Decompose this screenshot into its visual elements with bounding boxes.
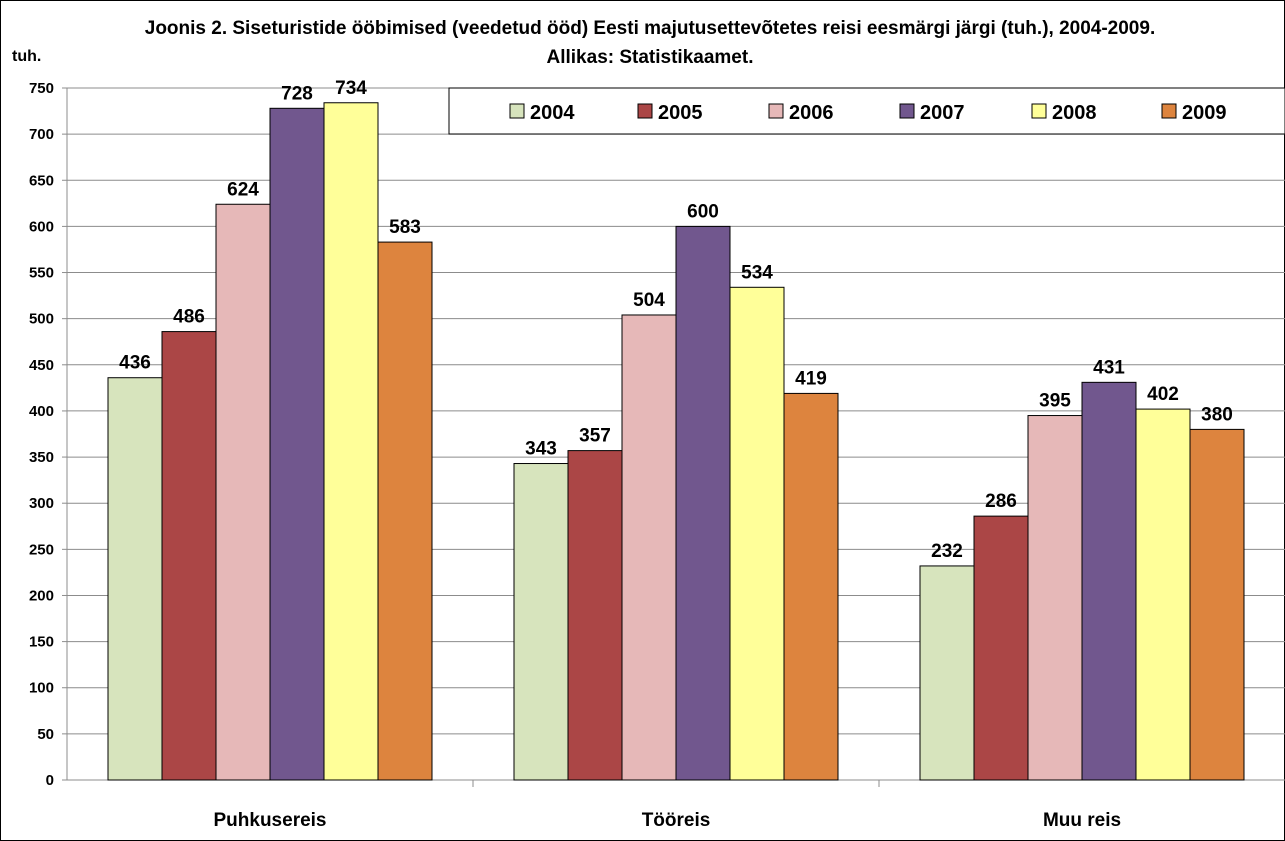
y-tick-label: 0	[46, 772, 54, 789]
y-tick-label: 550	[29, 265, 54, 282]
y-tick-label: 750	[29, 80, 54, 97]
data-label: 734	[335, 78, 367, 99]
data-label: 583	[389, 217, 421, 238]
bar	[1081, 381, 1137, 781]
legend-label: 2009	[1182, 102, 1227, 124]
category-label: Puhkusereis	[214, 810, 327, 831]
data-label: 600	[687, 201, 719, 222]
bar	[215, 203, 271, 781]
data-label: 534	[741, 262, 773, 283]
data-label: 436	[119, 353, 151, 374]
legend-swatch	[1031, 103, 1047, 119]
data-label: 728	[281, 83, 313, 104]
y-tick-label: 500	[29, 311, 54, 328]
data-label: 402	[1147, 384, 1179, 405]
legend-swatch	[899, 103, 915, 119]
bar	[729, 286, 785, 781]
y-tick-label: 650	[29, 172, 54, 189]
bar	[377, 241, 433, 781]
bar	[919, 565, 975, 781]
bar	[1135, 408, 1191, 781]
legend-swatch	[1161, 103, 1177, 119]
bar	[567, 450, 623, 781]
y-tick-label: 300	[29, 495, 54, 512]
legend-swatch	[509, 103, 525, 119]
data-label: 232	[931, 541, 963, 562]
y-tick-label: 400	[29, 403, 54, 420]
data-label: 286	[985, 491, 1017, 512]
y-tick-label: 350	[29, 449, 54, 466]
bar	[621, 314, 677, 781]
y-tick-label: 150	[29, 634, 54, 651]
legend-label: 2006	[789, 102, 834, 124]
bar	[513, 463, 569, 781]
data-label: 624	[227, 179, 259, 200]
data-label: 504	[633, 290, 665, 311]
y-tick-label: 700	[29, 126, 54, 143]
y-tick-label: 250	[29, 541, 54, 558]
bar	[269, 107, 325, 781]
data-labels: 436 486 624 728 734 583 343 357 504 600 534 419 232 2…	[119, 78, 1233, 562]
category-label: Muu reis	[1043, 810, 1121, 831]
legend-box	[448, 87, 1285, 135]
data-label: 395	[1039, 391, 1071, 412]
data-label: 343	[525, 439, 557, 460]
data-label: 357	[579, 426, 611, 447]
bar	[161, 331, 217, 781]
bar	[323, 102, 379, 781]
legend-label: 2008	[1052, 102, 1097, 124]
legend-swatch	[637, 103, 653, 119]
axes: 0 50 100 150 200 250 300 350 400 450 500 550 600 650 7…	[29, 80, 1285, 831]
data-label: 380	[1201, 404, 1233, 425]
y-tick-label: 600	[29, 218, 54, 235]
y-tick-label: 100	[29, 680, 54, 697]
legend: 2004 2005 2006 2007 2008 2009	[448, 87, 1285, 135]
data-label: 419	[795, 368, 827, 389]
legend-swatch	[768, 103, 784, 119]
bar	[973, 515, 1029, 781]
chart-title: Joonis 2. Siseturistide ööbimised (veede…	[144, 18, 1156, 68]
legend-label: 2004	[530, 102, 575, 124]
bar	[107, 377, 163, 781]
y-tick-label: 200	[29, 587, 54, 604]
bar	[783, 392, 839, 781]
category-label: Tööreis	[642, 810, 711, 831]
bar	[1027, 415, 1083, 781]
bar	[675, 225, 731, 781]
y-tick-label: 50	[37, 726, 54, 743]
legend-label: 2005	[658, 102, 703, 124]
data-label: 486	[173, 307, 205, 328]
y-axis-unit-label: tuh.	[12, 48, 42, 65]
legend-label: 2007	[920, 102, 965, 124]
data-label: 431	[1093, 357, 1125, 378]
bars	[107, 102, 1245, 781]
y-tick-label: 450	[29, 357, 54, 374]
bar	[1189, 428, 1245, 781]
